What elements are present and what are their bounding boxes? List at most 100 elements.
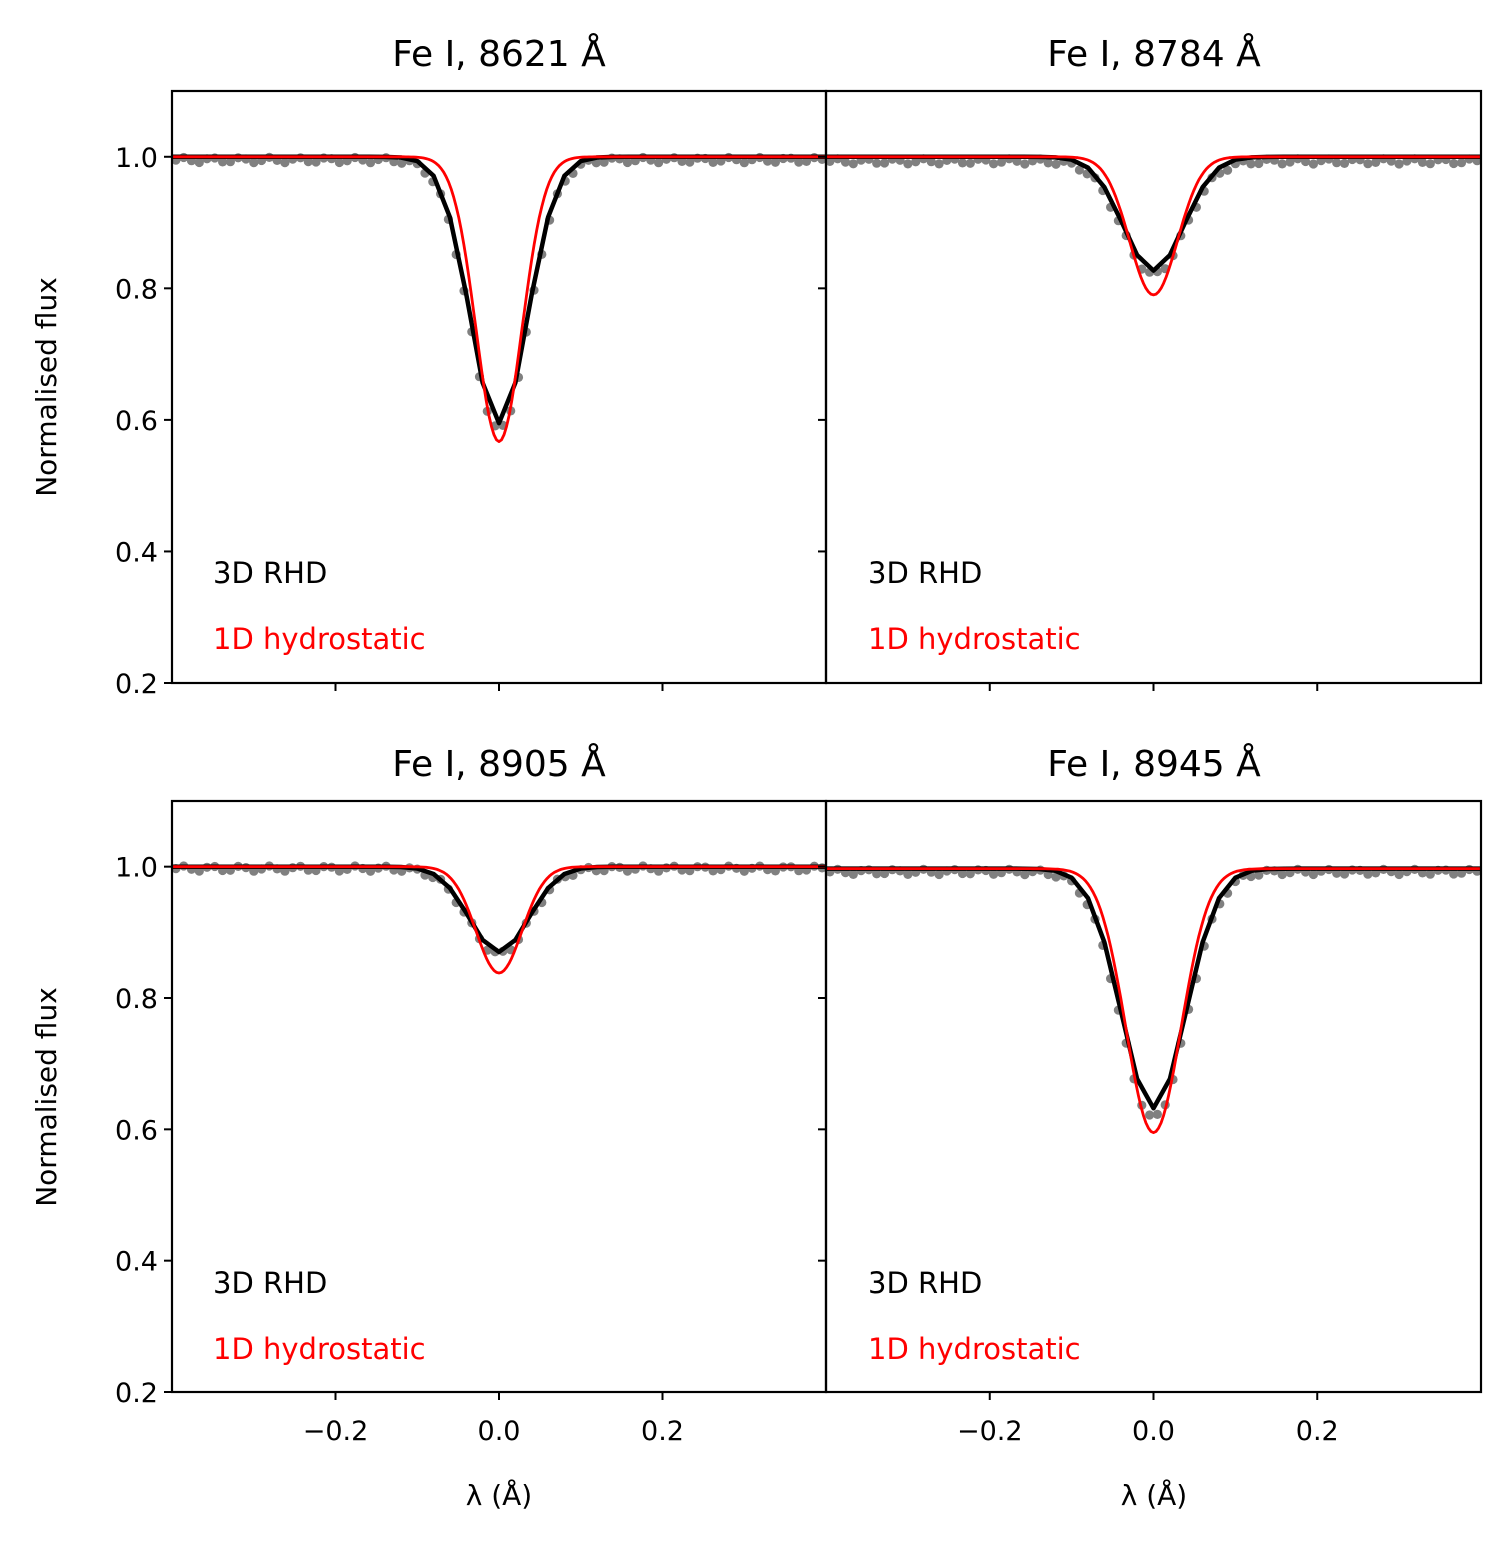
observed-point xyxy=(1363,869,1373,879)
observed-point xyxy=(739,158,749,168)
observed-point xyxy=(801,156,812,166)
observed-point xyxy=(934,869,944,880)
observed-point xyxy=(622,157,633,168)
observed-point xyxy=(989,159,999,169)
observed-point xyxy=(1449,869,1459,879)
panel-title: Fe I, 8784 Å xyxy=(1047,32,1261,75)
observed-point xyxy=(303,157,313,167)
observed-point xyxy=(957,158,968,168)
observed-point xyxy=(848,159,858,169)
series-3d-rhd-line xyxy=(826,154,1481,273)
observed-point xyxy=(965,869,975,879)
x-tick-label: −0.2 xyxy=(957,1416,1023,1447)
x-tick-label: 0.2 xyxy=(641,1416,684,1447)
panel-fe-8945: Fe I, 8945 Å 3D RHD 1D hydrostatic −0.2 0… xyxy=(818,742,1483,1447)
axes-frame xyxy=(824,89,1483,685)
series-1d-hydrostatic-line xyxy=(826,155,1481,297)
panel-title: Fe I, 8905 Å xyxy=(392,742,606,785)
legend-3d-rhd: 3D RHD xyxy=(213,1266,327,1300)
observed-point xyxy=(1363,159,1373,169)
legend-3d-rhd: 3D RHD xyxy=(213,556,327,590)
observed-point xyxy=(1371,157,1381,167)
observed-point xyxy=(794,157,804,167)
observed-point xyxy=(1223,165,1233,175)
observed-point xyxy=(1339,869,1350,879)
observed-point xyxy=(1332,868,1342,878)
x-tick-label: 0.2 xyxy=(1296,1416,1339,1447)
observed-point xyxy=(1254,870,1264,880)
observed-point xyxy=(1043,158,1053,168)
observed-point xyxy=(1074,165,1084,175)
observed-point xyxy=(1152,1109,1162,1119)
observed-point xyxy=(739,866,749,876)
y-tick-label: 0.6 xyxy=(115,406,158,437)
observed-point xyxy=(311,157,321,167)
observed-point xyxy=(903,159,913,169)
observed-point xyxy=(1051,872,1061,882)
observed-point xyxy=(879,158,890,168)
observed-point xyxy=(1456,158,1467,168)
observed-point xyxy=(1449,158,1459,169)
observed-point xyxy=(1277,159,1287,169)
legend-1d-hydrostatic: 1D hydrostatic xyxy=(868,622,1081,656)
observed-point xyxy=(218,157,228,167)
y-tick-label: 1.0 xyxy=(115,143,158,174)
observed-point xyxy=(1051,159,1061,169)
x-tick-label: 0.0 xyxy=(1132,1416,1175,1447)
series-3d-rhd-line xyxy=(172,154,826,426)
observed-point xyxy=(1301,156,1311,167)
panel-fe-8905: Fe I, 8905 Å 3D RHD 1D hydrostatic 0.2 0.… xyxy=(115,742,828,1447)
observed-point xyxy=(654,158,664,168)
observed-point xyxy=(957,868,968,879)
x-tick-label: 0.0 xyxy=(478,1416,521,1447)
y-tick-label: 0.2 xyxy=(115,669,158,700)
panel-fe-8784: Fe I, 8784 Å 3D RHD 1D hydrostatic xyxy=(818,32,1483,691)
observed-point xyxy=(872,158,882,168)
y-tick-label: 1.0 xyxy=(115,853,158,884)
legend-3d-rhd: 3D RHD xyxy=(868,1266,982,1300)
x-axis-label-right: λ (Å) xyxy=(1121,1478,1187,1512)
observed-point xyxy=(1394,869,1404,880)
y-tick-label: 0.6 xyxy=(115,1115,158,1146)
observed-point xyxy=(599,157,609,167)
observed-point xyxy=(225,157,235,167)
observed-point xyxy=(879,868,890,879)
series-3d-rhd-line xyxy=(826,866,1481,1111)
observed-point xyxy=(1277,869,1287,880)
legend-1d-hydrostatic: 1D hydrostatic xyxy=(213,622,426,656)
observed-point xyxy=(934,159,944,169)
observed-point xyxy=(334,157,344,168)
observed-point xyxy=(1145,1110,1155,1120)
x-axis-label-left: λ (Å) xyxy=(466,1478,532,1512)
observed-point xyxy=(840,157,851,167)
axes-frame xyxy=(170,89,828,685)
y-axis-label-top: Normalised flux xyxy=(30,277,63,497)
observed-point xyxy=(1339,158,1350,168)
series-1d-hydrostatic-line xyxy=(172,865,826,975)
x-tick-label: −0.2 xyxy=(303,1416,369,1447)
observed-point xyxy=(1394,159,1404,169)
legend-3d-rhd: 3D RHD xyxy=(868,556,982,590)
series-3d-rhd-line xyxy=(172,864,826,955)
series-1d-hydrostatic-line xyxy=(826,867,1481,1134)
legend-1d-hydrostatic: 1D hydrostatic xyxy=(213,1332,426,1366)
panel-title: Fe I, 8621 Å xyxy=(392,32,606,75)
y-tick-label: 0.8 xyxy=(115,984,158,1015)
observed-point xyxy=(249,158,259,168)
observed-point xyxy=(280,158,290,168)
observed-point xyxy=(1246,159,1256,169)
observed-point xyxy=(1020,159,1030,169)
observed-point xyxy=(685,157,695,167)
observed-point xyxy=(1020,870,1030,880)
observed-point xyxy=(677,156,687,166)
panel-title: Fe I, 8945 Å xyxy=(1047,742,1261,785)
observed-point xyxy=(911,157,921,167)
series-1d-hydrostatic-line xyxy=(172,155,826,443)
legend-1d-hydrostatic: 1D hydrostatic xyxy=(868,1332,1081,1366)
observed-point xyxy=(1308,159,1318,169)
observed-point xyxy=(848,869,858,880)
observed-point xyxy=(591,158,601,168)
observed-point xyxy=(708,157,718,167)
observed-point xyxy=(965,158,975,168)
